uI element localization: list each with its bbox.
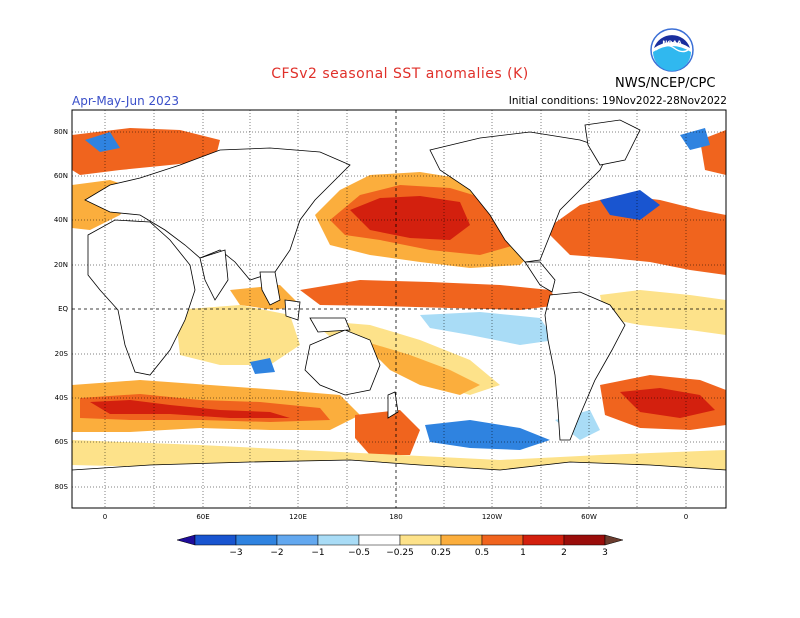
atlantic-anomaly [545, 128, 726, 335]
colorbar-tick-label: −0.25 [386, 548, 414, 558]
colorbar-high-arrow [604, 534, 624, 546]
initial-conditions-label: Initial conditions: 19Nov2022-28Nov2022 [508, 95, 727, 107]
indian-ocean-anomaly [175, 285, 300, 374]
lon-tick-label: 120E [289, 513, 307, 521]
colorbar-tick-label: −2 [270, 548, 283, 558]
latitude-tick-labels: 80N 60N 40N 20N EQ 20S 40S 60S 80S [54, 128, 69, 491]
lat-tick-label: 60N [54, 172, 68, 180]
colorbar-tick-label: 3 [602, 548, 608, 558]
colorbar-swatch [276, 534, 319, 546]
colorbar-tick-label: −3 [229, 548, 242, 558]
lon-tick-label: 120W [482, 513, 502, 521]
colorbar-swatch [194, 534, 237, 546]
season-label: Apr-May-Jun 2023 [72, 94, 180, 108]
colorbar-swatch [358, 534, 401, 546]
svg-text:NOAA: NOAA [662, 40, 682, 47]
lon-tick-label: 180 [389, 513, 402, 521]
lat-tick-label: 60S [55, 438, 69, 446]
anomaly-field [72, 110, 726, 508]
longitude-tick-labels: 0 60E 120E 180 120W 60W 0 [103, 513, 688, 521]
lat-tick-label: 80S [55, 483, 69, 491]
lon-tick-label: 60W [581, 513, 597, 521]
colorbar-tick-label: −0.5 [348, 548, 370, 558]
colorbar-swatch [317, 534, 360, 546]
lat-tick-label: 20N [54, 261, 68, 269]
colorbar-tick-label: 0.5 [475, 548, 489, 558]
colorbar-low-arrow [176, 534, 196, 546]
lat-tick-label: 40S [55, 394, 69, 402]
colorbar-tick-label: 1 [520, 548, 526, 558]
noaa-logo-icon: NOAA [650, 28, 694, 72]
lon-tick-label: 0 [103, 513, 107, 521]
colorbar-tick-label: −1 [311, 548, 324, 558]
lat-tick-label: 20S [55, 350, 69, 358]
lon-tick-label: 0 [684, 513, 688, 521]
chart-title: CFSv2 seasonal SST anomalies (K) [271, 66, 529, 82]
colorbar-swatch [563, 534, 606, 546]
map-frame [71, 109, 727, 509]
lat-tick-label: 80N [54, 128, 68, 136]
lat-tick-label: 40N [54, 216, 68, 224]
colorbar-tick-label: 2 [561, 548, 567, 558]
colorbar-swatch [522, 534, 565, 546]
colorbar-swatch [235, 534, 278, 546]
lat-tick-label: EQ [58, 305, 68, 313]
agency-label: NWS/NCEP/CPC [615, 76, 716, 91]
colorbar-swatch [440, 534, 483, 546]
colorbar-swatch [399, 534, 442, 546]
colorbar-tick-label: 0.25 [431, 548, 451, 558]
colorbar: −3 −2 −1 −0.5 −0.25 0.25 0.5 1 2 3 [176, 534, 624, 558]
continents [72, 119, 726, 508]
colorbar-swatch [481, 534, 524, 546]
lon-tick-label: 60E [196, 513, 209, 521]
